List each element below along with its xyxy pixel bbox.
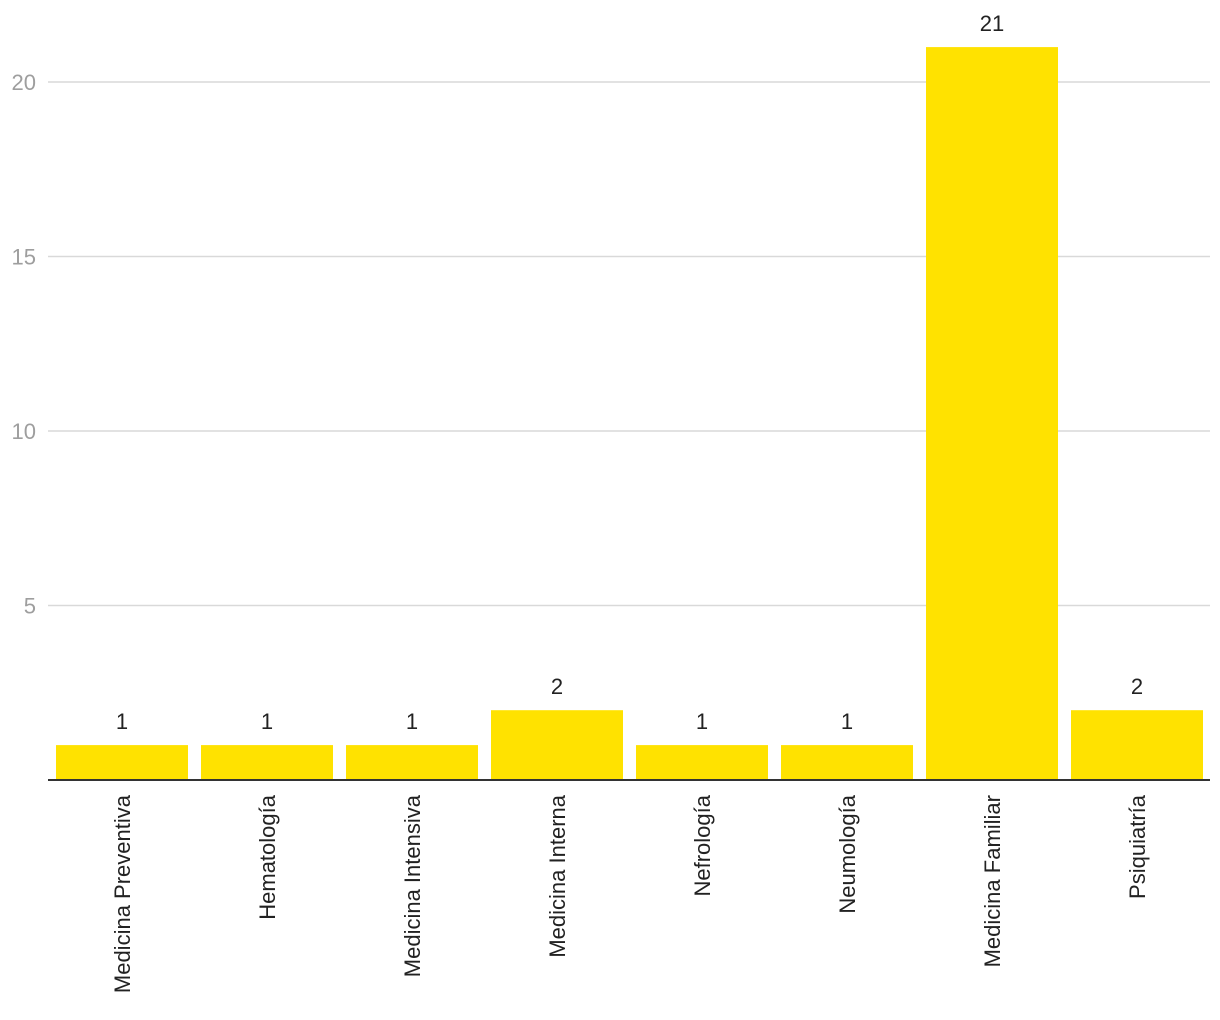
bar [56,745,188,780]
bar [636,745,768,780]
x-tick-label: Psiquiatría [1125,794,1150,899]
data-label: 1 [116,709,128,734]
bar [491,710,623,780]
y-tick-label: 5 [24,594,36,619]
x-tick-label: Neumología [835,794,860,913]
y-axis-ticks: 5 10 15 20 [12,70,36,619]
x-tick-label: Medicina Familiar [980,795,1005,967]
bar [201,745,333,780]
data-label: 1 [841,709,853,734]
data-label: 1 [406,709,418,734]
bars [56,47,1203,781]
y-tick-label: 10 [12,419,36,444]
bar [781,745,913,780]
x-tick-label: Medicina Preventiva [110,794,135,993]
x-tick-label: Medicina Intensiva [400,794,425,977]
x-tick-label: Nefrología [690,794,715,896]
bar [1071,710,1203,780]
x-tick-label: Hematología [255,794,280,920]
data-label: 2 [551,674,563,699]
bar [926,47,1058,781]
x-tick-label: Medicina Interna [545,794,570,957]
bar [346,745,478,780]
data-label: 1 [696,709,708,734]
data-label: 2 [1131,674,1143,699]
x-axis-ticks: Medicina Preventiva Hematología Medicina I… [110,794,1150,993]
data-label: 1 [261,709,273,734]
y-tick-label: 20 [12,70,36,95]
y-tick-label: 15 [12,245,36,270]
data-label: 21 [980,11,1004,36]
